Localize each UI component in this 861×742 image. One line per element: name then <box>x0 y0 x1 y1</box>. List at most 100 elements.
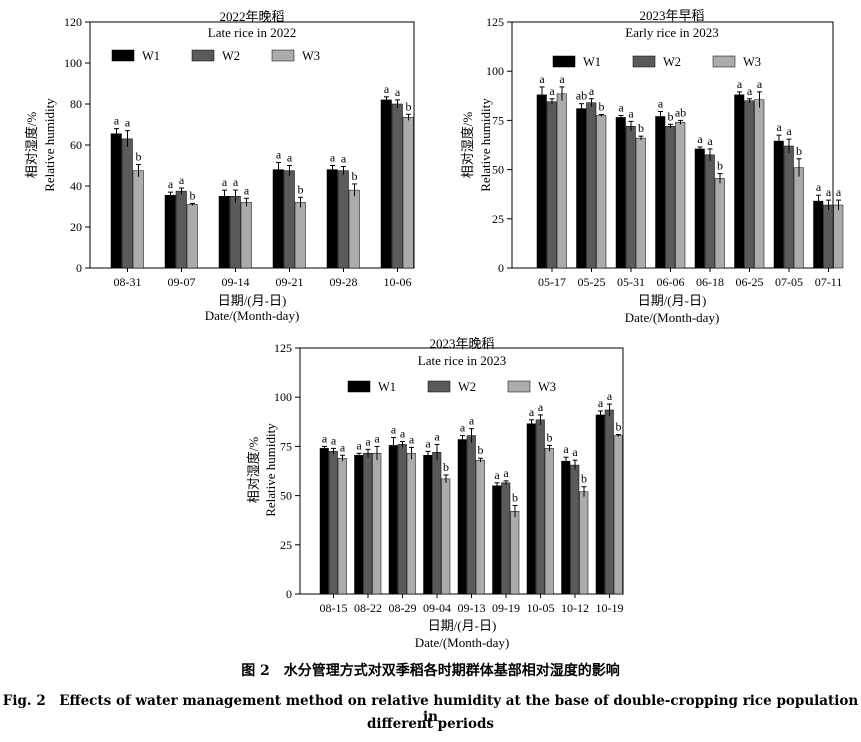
bar-w2 <box>466 435 476 595</box>
chart-subtitle: Late rice in 2023 <box>418 353 506 368</box>
significance-label: a <box>374 431 380 445</box>
x-tick-label: 09-07 <box>168 275 196 289</box>
x-tick-label: 09-21 <box>276 275 304 289</box>
legend-label-w2: W2 <box>458 380 476 394</box>
y-axis-label: 相对湿度/% <box>246 437 261 504</box>
x-tick-label: 10-05 <box>527 601 555 615</box>
x-tick-label: 08-31 <box>114 275 142 289</box>
bar-w1 <box>773 140 784 269</box>
legend-swatch-w1 <box>347 380 371 393</box>
significance-label: a <box>434 429 440 443</box>
y-axis-label-english: Relative humidity <box>478 98 493 192</box>
bar-w1 <box>536 94 547 269</box>
legend-swatch-w2 <box>427 380 451 393</box>
x-tick-label: 10-06 <box>384 275 412 289</box>
x-tick-label: 06-06 <box>657 275 685 289</box>
y-tick-label: 20 <box>70 220 82 234</box>
bar-w2 <box>175 190 187 269</box>
significance-label: b <box>547 430 553 444</box>
significance-label: a <box>757 77 763 91</box>
bar-w3 <box>372 453 382 595</box>
bar-w3 <box>186 204 198 269</box>
x-axis-label-english: Date/(Month-day) <box>205 308 300 323</box>
x-tick-label: 09-28 <box>330 275 358 289</box>
bar-w1 <box>388 445 398 595</box>
significance-label: a <box>331 433 337 447</box>
figure-caption-chinese: 图 2 水分管理方式对双季稻各时期群体基部相对湿度的影响 <box>241 663 620 679</box>
significance-label: a <box>322 431 328 445</box>
bar-w3 <box>675 122 686 269</box>
bar-w2 <box>535 419 545 595</box>
x-tick-label: 09-13 <box>458 601 486 615</box>
bar-w3 <box>833 204 844 269</box>
bar-w2 <box>783 145 794 269</box>
bar-w1 <box>561 460 571 595</box>
bar-w3 <box>556 93 567 269</box>
y-tick-label: 100 <box>64 56 82 70</box>
significance-label: a <box>395 85 401 99</box>
x-tick-label: 09-14 <box>222 275 250 289</box>
bar-w1 <box>326 169 338 269</box>
y-axis-label-english: Relative humidity <box>263 423 278 517</box>
x-tick-label: 09-19 <box>492 601 520 615</box>
significance-label: a <box>826 185 832 199</box>
bar-w3 <box>613 435 623 595</box>
bar-w3 <box>337 457 347 595</box>
significance-label: a <box>607 389 613 403</box>
chart-subtitle: Late rice in 2022 <box>208 25 296 40</box>
significance-label: b <box>478 443 484 457</box>
bar-w3 <box>402 117 414 269</box>
y-tick-label: 0 <box>498 261 504 275</box>
significance-label: a <box>503 466 509 480</box>
bar-w1 <box>319 448 329 595</box>
bar-w1 <box>492 485 502 595</box>
significance-label: a <box>707 134 713 148</box>
x-tick-label: 09-04 <box>423 601 451 615</box>
significance-label: b <box>352 169 358 183</box>
x-axis-label: 日期/(月-日) <box>428 618 497 633</box>
bar-w3 <box>635 137 646 269</box>
bar-w2 <box>501 482 511 595</box>
significance-label: a <box>287 151 293 165</box>
significance-label: a <box>460 421 466 435</box>
significance-label: a <box>222 175 228 189</box>
bar-w3 <box>132 170 144 269</box>
significance-label: a <box>356 438 362 452</box>
y-tick-label: 0 <box>76 261 82 275</box>
significance-label: a <box>125 116 131 130</box>
bar-w1 <box>595 414 605 595</box>
significance-label: a <box>469 414 475 428</box>
significance-label: a <box>572 445 578 459</box>
legend-label-w2: W2 <box>222 49 240 63</box>
significance-label: a <box>589 84 595 98</box>
bar-w2 <box>328 451 338 595</box>
bar-w3 <box>754 99 765 269</box>
bar-w3 <box>714 178 725 269</box>
significance-label: a <box>365 434 371 448</box>
significance-label: a <box>384 82 390 96</box>
significance-label: a <box>658 97 664 111</box>
y-tick-label: 25 <box>280 538 292 552</box>
significance-label: a <box>538 400 544 414</box>
x-tick-label: 08-22 <box>354 601 382 615</box>
x-tick-label: 07-11 <box>815 275 843 289</box>
bar-w1 <box>813 200 824 269</box>
bar-w3 <box>441 478 451 595</box>
significance-label: a <box>598 396 604 410</box>
x-axis-label-english: Date/(Month-day) <box>415 635 510 650</box>
bar-w3 <box>510 511 520 595</box>
bar-w3 <box>596 115 607 269</box>
significance-label: b <box>638 121 644 135</box>
figure-caption-english-line1: Fig. 2 Effects of water management metho… <box>2 693 859 725</box>
bar-w2 <box>704 154 715 269</box>
y-tick-label: 80 <box>70 97 82 111</box>
significance-label: a <box>340 440 346 454</box>
bar-w2 <box>391 103 403 269</box>
significance-label: b <box>796 144 802 158</box>
y-tick-label: 0 <box>286 587 292 601</box>
significance-label: ab <box>576 89 587 103</box>
y-tick-label: 60 <box>70 138 82 152</box>
bar-w1 <box>694 148 705 269</box>
